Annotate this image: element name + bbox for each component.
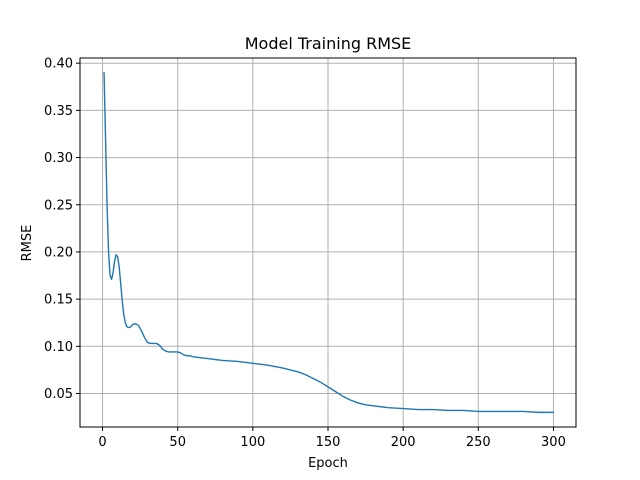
y-tick-label: 0.35 — [44, 104, 73, 119]
y-tick-label: 0.20 — [44, 245, 73, 260]
x-axis-label: Epoch — [308, 456, 348, 471]
y-tick-label: 0.30 — [44, 151, 73, 166]
x-axis-ticks: 0 50 100 150 200 250 300 — [98, 427, 566, 450]
y-axis-ticks: 0.05 0.10 0.15 0.20 0.25 0.30 0.35 0.40 — [44, 57, 80, 402]
rmse-series-line — [103, 71, 555, 414]
chart-title: Model Training RMSE — [245, 34, 412, 53]
y-tick-label: 0.15 — [44, 293, 73, 308]
x-tick-label: 100 — [240, 435, 265, 450]
y-tick-label: 0.40 — [44, 57, 73, 72]
y-tick-label: 0.05 — [44, 387, 73, 402]
y-tick-label: 0.10 — [44, 340, 73, 355]
x-tick-label: 250 — [466, 435, 491, 450]
series-layer — [103, 71, 555, 414]
y-tick-label: 0.25 — [44, 198, 73, 213]
x-tick-label: 50 — [169, 435, 186, 450]
x-tick-label: 200 — [391, 435, 416, 450]
x-tick-label: 300 — [541, 435, 566, 450]
x-tick-label: 150 — [316, 435, 341, 450]
grid-lines — [80, 58, 576, 427]
x-tick-label: 0 — [98, 435, 106, 450]
y-axis-label: RMSE — [20, 225, 35, 262]
